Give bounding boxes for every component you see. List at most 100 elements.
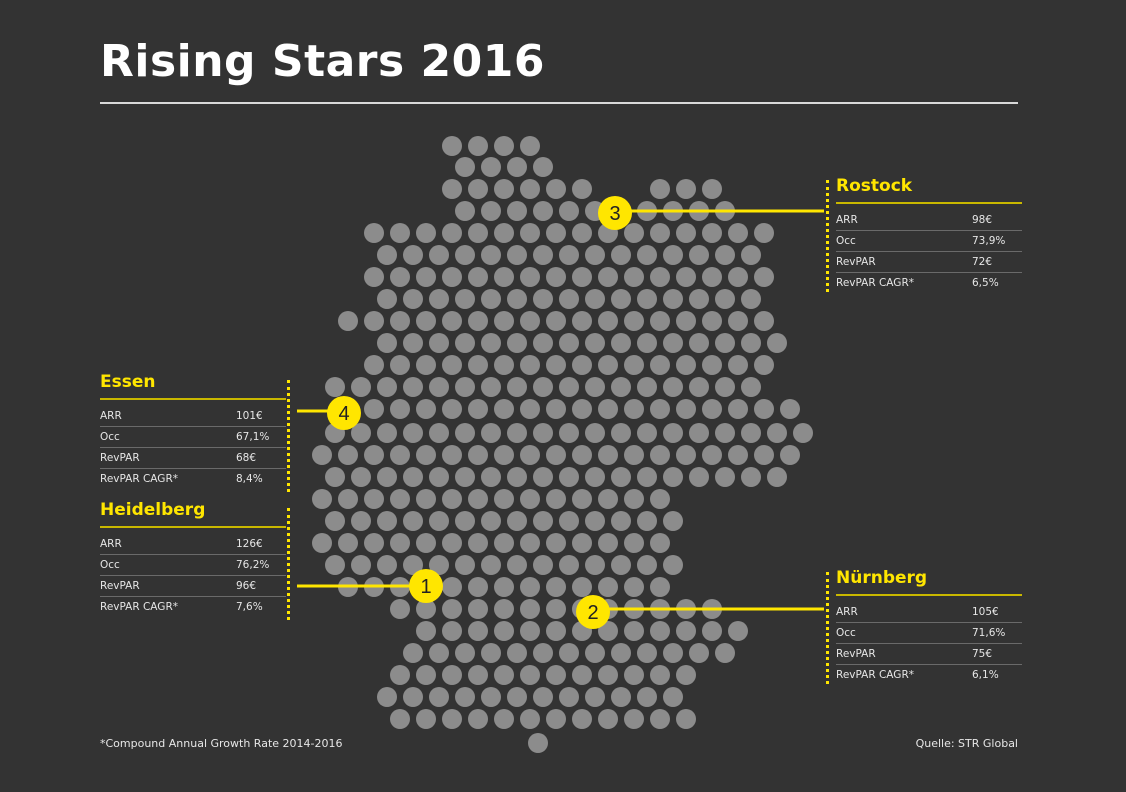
map-dot <box>624 533 644 553</box>
map-dot <box>533 423 553 443</box>
map-dot <box>364 399 384 419</box>
map-dot <box>442 577 462 597</box>
marker-3[interactable]: 3 <box>598 196 632 230</box>
map-dot <box>351 377 371 397</box>
map-dot <box>715 377 735 397</box>
map-dot <box>676 709 696 729</box>
map-dot <box>546 399 566 419</box>
map-dot <box>572 355 592 375</box>
map-dot <box>429 555 449 575</box>
map-dot <box>559 289 579 309</box>
map-dot <box>559 687 579 707</box>
rostock-dotted-line <box>826 180 829 292</box>
map-dot <box>468 665 488 685</box>
map-dot <box>520 311 540 331</box>
row-label: RevPAR CAGR* <box>100 601 178 613</box>
map-dot <box>507 643 527 663</box>
map-dot <box>416 533 436 553</box>
map-dot <box>572 399 592 419</box>
map-dot <box>663 333 683 353</box>
map-dot <box>572 311 592 331</box>
map-dot <box>533 643 553 663</box>
map-dot <box>754 223 774 243</box>
map-dot <box>546 267 566 287</box>
map-dot <box>403 687 423 707</box>
map-dot <box>624 577 644 597</box>
row-label: ARR <box>836 606 858 618</box>
map-dot <box>585 687 605 707</box>
marker-4[interactable]: 4 <box>327 396 361 430</box>
map-dot <box>325 377 345 397</box>
map-dot <box>377 423 397 443</box>
map-dot <box>546 223 566 243</box>
row-value: 105€ <box>972 606 999 618</box>
map-dot <box>689 377 709 397</box>
map-dot <box>741 423 761 443</box>
map-dot <box>364 223 384 243</box>
map-dot <box>455 245 475 265</box>
map-dot <box>559 201 579 221</box>
row-value: 6,5% <box>972 277 999 289</box>
table-row: RevPAR 68€ <box>100 448 286 469</box>
map-dot <box>637 377 657 397</box>
map-dot <box>325 555 345 575</box>
map-dot <box>715 245 735 265</box>
map-dot <box>468 709 488 729</box>
map-dot <box>572 223 592 243</box>
map-dot <box>715 333 735 353</box>
map-dot <box>585 289 605 309</box>
map-dot <box>533 201 553 221</box>
map-dot <box>520 223 540 243</box>
map-dot <box>767 467 787 487</box>
map-dot <box>377 511 397 531</box>
map-dot <box>528 733 548 753</box>
row-value: 75€ <box>972 648 993 660</box>
map-dot <box>611 467 631 487</box>
map-dot <box>390 223 410 243</box>
row-label: RevPAR <box>836 256 876 268</box>
row-value: 67,1% <box>236 431 270 443</box>
row-label: RevPAR <box>836 648 876 660</box>
map-dot <box>481 687 501 707</box>
map-dot <box>364 533 384 553</box>
marker-1[interactable]: 1 <box>409 569 443 603</box>
map-dot <box>351 555 371 575</box>
map-dot <box>715 423 735 443</box>
map-dot <box>663 555 683 575</box>
map-dot <box>559 511 579 531</box>
map-dot <box>494 311 514 331</box>
map-dot <box>559 467 579 487</box>
map-dot <box>546 489 566 509</box>
map-dot <box>442 179 462 199</box>
page-title: Rising Stars 2016 <box>100 36 545 87</box>
marker-2[interactable]: 2 <box>576 595 610 629</box>
map-dot <box>416 445 436 465</box>
footnote: *Compound Annual Growth Rate 2014-2016 <box>100 737 343 750</box>
map-dot <box>507 467 527 487</box>
table-row: Occ 67,1% <box>100 427 286 448</box>
map-dot <box>572 445 592 465</box>
map-dot <box>546 179 566 199</box>
map-dot <box>338 311 358 331</box>
map-dot <box>546 621 566 641</box>
map-dot <box>728 267 748 287</box>
map-dot <box>663 289 683 309</box>
map-dot <box>754 311 774 331</box>
map-dot <box>442 355 462 375</box>
map-dot <box>611 333 631 353</box>
map-dot <box>637 245 657 265</box>
essen-panel: Essen ARR 101€ Occ 67,1% RevPAR 68€ RevPAR … <box>100 372 286 489</box>
map-dot <box>494 599 514 619</box>
map-dot <box>533 289 553 309</box>
map-dot <box>754 445 774 465</box>
connector-lines <box>297 209 824 611</box>
map-dot <box>676 179 696 199</box>
row-value: 68€ <box>236 452 257 464</box>
map-dot <box>494 355 514 375</box>
map-dot <box>611 377 631 397</box>
map-dot <box>468 136 488 156</box>
map-dot <box>455 467 475 487</box>
table-row: Occ 73,9% <box>836 231 1022 252</box>
map-dot <box>533 377 553 397</box>
map-dot <box>520 621 540 641</box>
